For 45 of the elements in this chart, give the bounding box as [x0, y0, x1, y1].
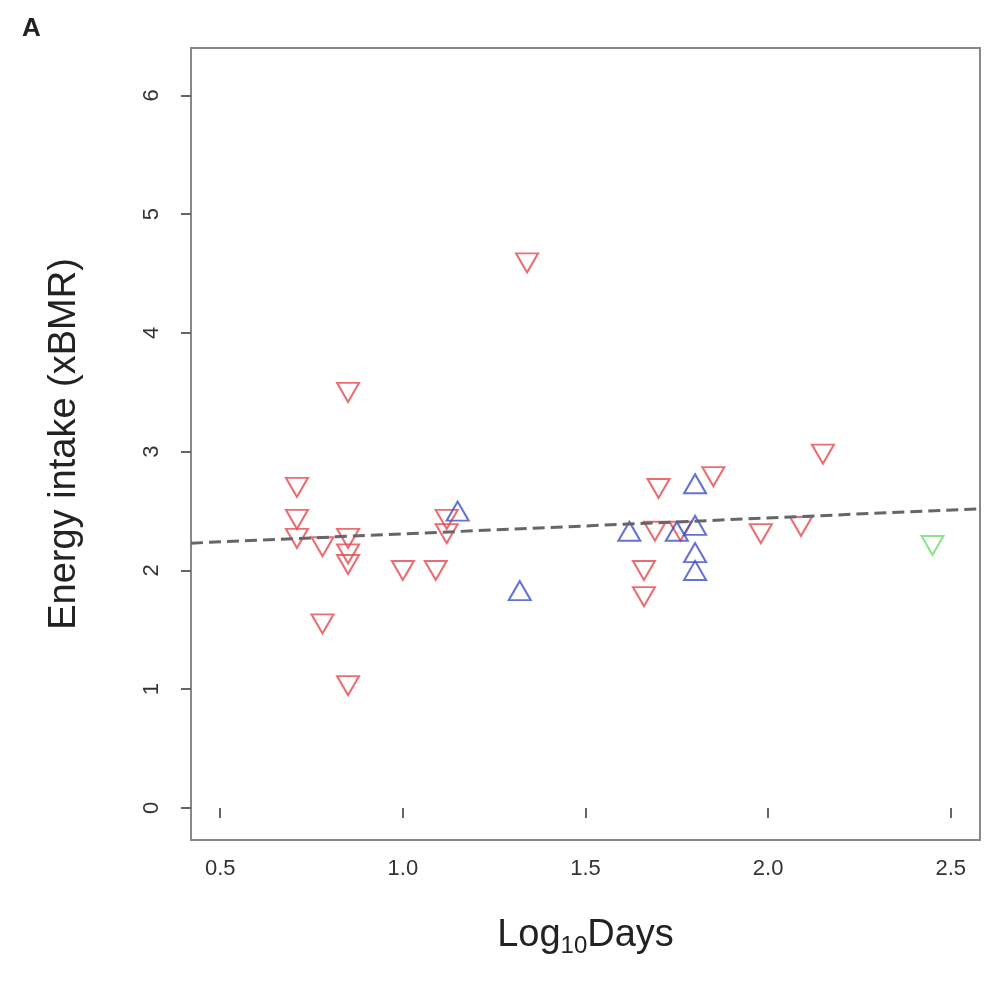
y-tick-label: 2 [137, 564, 163, 577]
point [423, 559, 448, 581]
point [336, 527, 361, 549]
y-tick-label: 0 [137, 801, 163, 815]
text: A [22, 12, 41, 42]
point [683, 514, 708, 536]
point [701, 466, 726, 488]
y-tick-label: 3 [137, 445, 163, 458]
point [683, 473, 708, 495]
point [434, 523, 459, 545]
point [683, 559, 708, 581]
y-tick-label: 1 [137, 683, 163, 696]
point [789, 516, 814, 538]
point [310, 536, 335, 558]
point [445, 500, 470, 522]
point [920, 535, 945, 557]
point [631, 586, 656, 608]
point [646, 478, 671, 500]
point [284, 527, 309, 549]
y-tick-label: 4 [137, 326, 163, 340]
point [434, 508, 459, 530]
point [336, 543, 361, 565]
x-tick-label: 2.5 [935, 854, 967, 880]
point [284, 476, 309, 498]
point [683, 542, 708, 564]
point [336, 675, 361, 697]
y-tick-label: 6 [137, 89, 163, 102]
y-tick-label: 5 [137, 208, 163, 221]
point [642, 520, 667, 542]
x-tick-label: 1.0 [387, 854, 419, 880]
point [617, 520, 642, 542]
y-axis-title: Energy intake (xBMR) [41, 258, 83, 630]
point [284, 508, 309, 530]
point [390, 559, 415, 581]
point [507, 580, 532, 602]
x-tick-label: 1.5 [570, 854, 601, 880]
x-tick-label: 0.5 [204, 854, 236, 880]
point [515, 252, 540, 274]
point [810, 443, 835, 465]
x-tick-label: 2.0 [752, 854, 784, 880]
point [336, 554, 361, 576]
point [310, 613, 335, 635]
point [748, 523, 773, 545]
point [336, 381, 361, 403]
point [631, 559, 656, 581]
